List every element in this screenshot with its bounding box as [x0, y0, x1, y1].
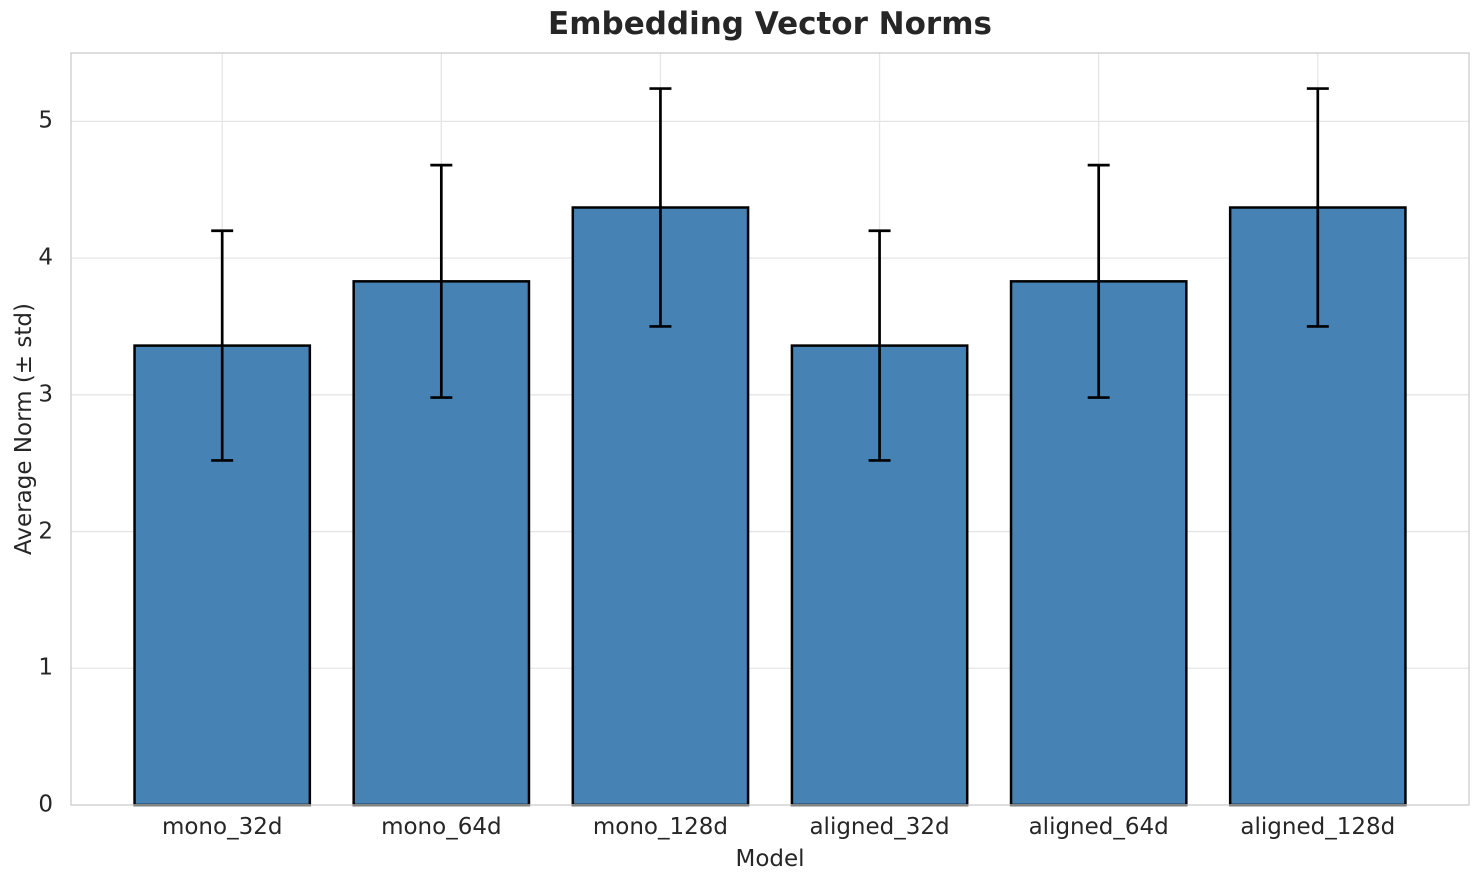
x-tick-label: aligned_32d	[809, 814, 950, 840]
y-tick-label: 3	[38, 381, 53, 408]
y-tick-label: 0	[38, 791, 53, 818]
y-axis-label: Average Norm (± std)	[11, 303, 37, 555]
x-tick-label: aligned_64d	[1028, 814, 1169, 840]
x-tick-label: mono_128d	[592, 814, 728, 840]
x-tick-label: mono_64d	[381, 814, 502, 840]
x-axis-label: Model	[735, 846, 805, 872]
y-tick-label: 2	[38, 518, 53, 545]
plot-border	[70, 52, 1470, 806]
y-tick-label: 5	[38, 107, 53, 134]
x-tick-label: mono_32d	[161, 814, 283, 840]
y-tick-label: 1	[38, 654, 53, 681]
x-tick-label: aligned_128d	[1240, 814, 1396, 840]
chart-title: Embedding Vector Norms	[548, 6, 992, 42]
y-tick-label: 4	[38, 244, 53, 271]
